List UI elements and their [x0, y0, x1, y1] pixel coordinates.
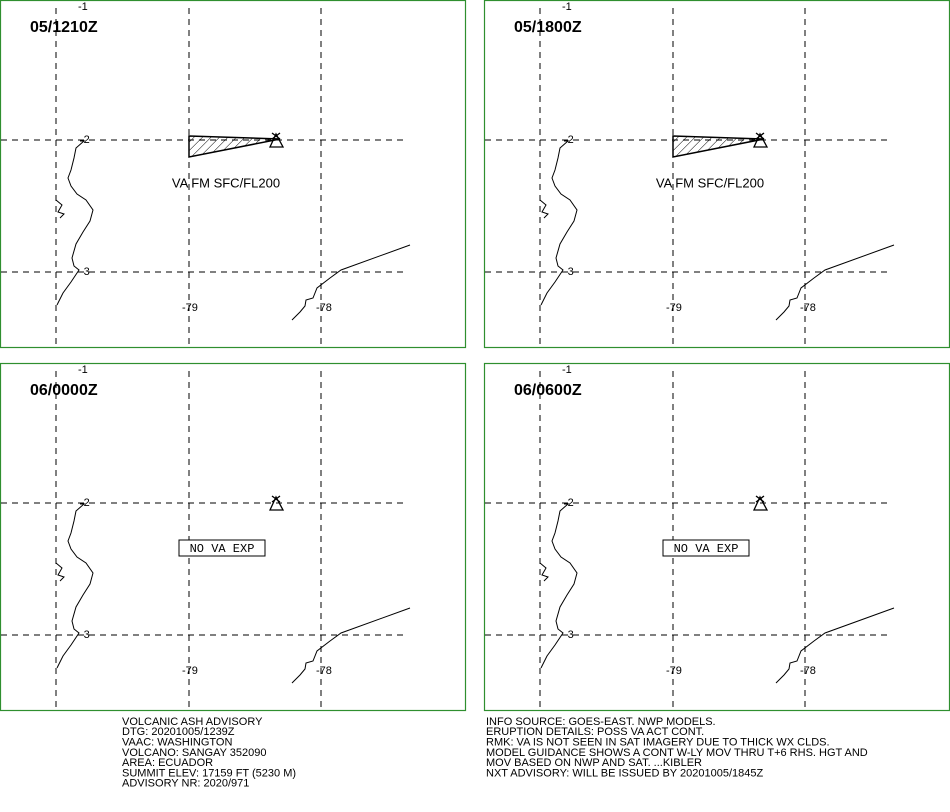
coastline — [540, 503, 578, 669]
advisory-line: DTG: 20201005/1239Z — [122, 726, 235, 738]
lon-label: -79 — [666, 302, 682, 314]
coastline — [56, 503, 94, 669]
coastline — [55, 562, 65, 582]
volcano-symbol — [752, 495, 769, 511]
advisory-line: ERUPTION DETAILS: POSS VA ACT CONT. — [486, 726, 704, 738]
lat-label: -2 — [80, 497, 90, 509]
advisory-line: MOV BASED ON NWP AND SAT. ...KIBLER — [486, 757, 702, 769]
panel-frame — [0, 0, 467, 349]
lon-label: -78 — [316, 665, 332, 677]
lat-label: -2 — [564, 497, 574, 509]
coastline — [775, 244, 895, 321]
advisory-line: INFO SOURCE: GOES-EAST. NWP MODELS. — [486, 716, 716, 728]
ash-cloud — [188, 135, 281, 158]
panel-frame — [483, 362, 950, 712]
valid-time: 06/0600Z — [514, 382, 582, 399]
lon-label: -78 — [316, 302, 332, 314]
map-panel: 06/0000Z -1 -2 -3 -79 -78 NO VA EXP — [0, 362, 467, 712]
annotation-box — [662, 539, 750, 557]
lat-label: -3 — [564, 629, 574, 641]
lon-label: -78 — [800, 302, 816, 314]
advisory-line: RMK: VA IS NOT SEEN IN SAT IMAGERY DUE T… — [486, 737, 830, 749]
panel-frame — [483, 0, 950, 349]
lat-label: -2 — [564, 134, 574, 146]
lat-label: -3 — [80, 629, 90, 641]
no-ash-annotation: NO VA EXP — [674, 542, 739, 556]
lat-label: -3 — [80, 266, 90, 278]
advisory-line: VOLCANO: SANGAY 352090 — [122, 747, 267, 759]
advisory-line: AREA: ECUADOR — [122, 757, 213, 769]
advisory-line: VOLCANIC ASH ADVISORY — [122, 716, 263, 728]
valid-time: 05/1210Z — [30, 19, 98, 36]
lat-label: -1 — [562, 364, 572, 376]
map-panel: 05/1800Z -1 -2 -3 -79 -78 VA FM SFC/FL200 — [483, 0, 950, 349]
coastline — [540, 140, 578, 306]
map-panel: 06/0600Z -1 -2 -3 -79 -78 NO VA EXP — [483, 362, 950, 712]
lon-label: -79 — [182, 302, 198, 314]
advisory-line: SUMMIT ELEV: 17159 FT (5230 M) — [122, 767, 296, 779]
volcano-symbol — [755, 495, 765, 503]
annotation-box — [178, 539, 266, 557]
valid-time: 06/0000Z — [30, 382, 98, 399]
volcano-symbol — [271, 132, 281, 140]
coastline — [539, 562, 549, 582]
map-panel: 05/1210Z -1 -2 -3 -79 -78 VA FM SFC/FL200 — [0, 0, 467, 349]
lat-label: -1 — [562, 1, 572, 13]
lat-label: -1 — [78, 364, 88, 376]
advisory-line: NXT ADVISORY: WILL BE ISSUED BY 20201005… — [486, 767, 763, 779]
ash-annotation: VA FM SFC/FL200 — [172, 175, 280, 190]
no-ash-annotation: NO VA EXP — [190, 542, 255, 556]
lon-label: -79 — [666, 665, 682, 677]
volcano-symbol — [755, 132, 765, 140]
coastline — [291, 244, 411, 321]
lat-label: -3 — [564, 266, 574, 278]
coastline — [539, 199, 549, 219]
valid-time: 05/1800Z — [514, 19, 582, 36]
lat-label: -1 — [78, 1, 88, 13]
advisory-line: MODEL GUIDANCE SHOWS A CONT W-LY MOV THR… — [486, 747, 868, 759]
volcano-symbol — [271, 495, 281, 503]
lon-label: -78 — [800, 665, 816, 677]
volcano-symbol — [268, 495, 285, 511]
advisory-line: ADVISORY NR: 2020/971 — [122, 778, 249, 790]
panel-frame — [0, 362, 467, 712]
ash-annotation: VA FM SFC/FL200 — [656, 175, 764, 190]
coastline — [56, 140, 94, 306]
coastline — [55, 199, 65, 219]
ash-cloud — [672, 135, 765, 158]
coastline — [775, 607, 895, 684]
lat-label: -2 — [80, 134, 90, 146]
coastline — [291, 607, 411, 684]
lon-label: -79 — [182, 665, 198, 677]
advisory-line: VAAC: WASHINGTON — [122, 737, 232, 749]
